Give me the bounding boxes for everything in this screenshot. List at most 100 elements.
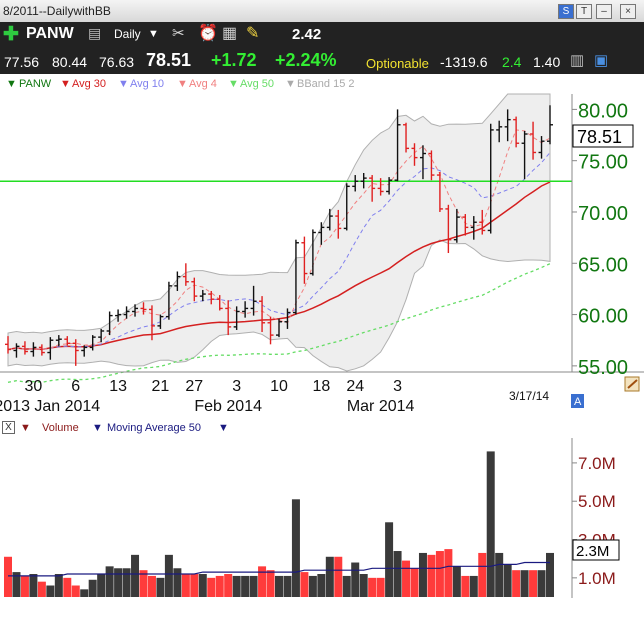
x-day-label: 13 [109,378,127,395]
quote-value-2: 2.4 [502,54,522,70]
add-icon[interactable]: ✚ [3,24,19,45]
volume-bar [164,554,173,597]
ohlc-bar [309,229,316,276]
x-month-label: Jan 2014 [34,398,100,415]
alarm-icon[interactable]: ⏰ [198,25,218,42]
volume-bar [385,522,394,597]
legend-avg4[interactable]: Avg 4 [189,78,217,90]
quote-bar: 77.56 80.44 76.63 78.51 +1.72 +2.24% Opt… [0,46,644,74]
volume-bar [291,499,300,597]
x-day-label: 10 [270,378,288,395]
volume-bar [37,581,46,597]
ohlc-bar [377,178,384,196]
x-day-label: 18 [312,378,330,395]
ohlc-bar [284,308,291,329]
legend-symbol-caret[interactable]: ▼ [6,78,17,90]
minimize-icon[interactable]: – [596,4,612,19]
legend-avg10[interactable]: Avg 10 [130,78,165,90]
ma-label[interactable]: Moving Average 50 [107,422,201,434]
volume-caret[interactable]: ▼ [20,422,31,434]
volume-bar [410,568,419,597]
legend-bband[interactable]: BBand 15 2 [297,78,355,90]
ohlc-bar [479,209,486,235]
ohlc-bar [123,306,130,319]
x-day-label: 27 [185,378,203,395]
calculator-icon[interactable]: ▦ [222,25,238,42]
print-icon[interactable]: ▤ [88,25,102,41]
interval-dropdown-icon[interactable]: ▼ [148,28,159,40]
price-change: +1.72 [211,50,257,70]
volume-bar [351,562,360,597]
close-panel-icon[interactable]: X [2,421,15,434]
link-icon[interactable]: S [558,4,574,19]
x-day-label: 21 [152,378,170,395]
template-icon[interactable]: T [576,4,592,19]
x-day-label: 24 [346,378,364,395]
volume-bar [300,572,309,597]
drawing-tools-icon[interactable]: ✂ [172,25,185,42]
legend-avg4-caret[interactable]: ▼ [177,78,188,90]
legend-avg50-caret[interactable]: ▼ [228,78,239,90]
volume-bar [241,575,250,597]
ma-dropdown-icon[interactable]: ▼ [218,422,229,434]
volume-bar [207,577,216,597]
volume-bar [520,570,529,597]
legend-symbol[interactable]: PANW [19,78,52,90]
volume-bar [198,574,207,597]
ohlc-bar [445,204,452,254]
legend-avg30[interactable]: Avg 30 [72,78,107,90]
last-price-axis-label: 78.51 [577,127,622,147]
legend-bband-caret[interactable]: ▼ [285,78,296,90]
ohlc-bar [403,122,410,153]
legend-avg10-caret[interactable]: ▼ [118,78,129,90]
volume-bar [4,556,12,597]
ohlc-bar [496,120,503,143]
ma-caret[interactable]: ▼ [92,422,103,434]
legend-avg50[interactable]: Avg 50 [240,78,275,90]
high-value: 80.44 [52,54,88,70]
ohlc-bar [547,105,553,145]
legend-avg30-caret[interactable]: ▼ [60,78,71,90]
save-icon[interactable]: ▣ [594,52,609,69]
edit-pencil-icon[interactable] [624,376,640,392]
ohlc-bar [38,344,45,356]
volume-bar [63,577,72,597]
volume-legend: X ▼ Volume ▼ Moving Average 50 ▼ [0,418,572,438]
y-tick-label: 80.00 [578,100,628,122]
volume-bar [283,575,292,597]
volume-bar [105,566,114,597]
ohlc-bar [21,341,28,355]
volume-bar [461,575,470,597]
interval-select[interactable]: Daily [114,27,141,41]
ohlc-bar [81,345,88,357]
volume-bar [88,579,97,597]
ohlc-bar [115,309,122,322]
ohlc-bar [538,136,545,159]
ohlc-bar [386,177,393,195]
volume-bar [215,575,224,597]
volume-bar [452,566,461,597]
ohlc-bar [369,175,376,202]
volume-bar [478,552,487,597]
volume-label[interactable]: Volume [42,422,79,434]
ohlc-bar [276,318,282,338]
volume-bar [334,556,343,597]
ohlc-bar [394,109,401,182]
ohlc-bar [267,316,274,345]
stack-icon[interactable]: ▥ [570,52,585,69]
quote-value-3: 1.40 [533,54,561,70]
notes-icon[interactable]: ✎ [246,25,260,42]
volume-chart[interactable]: 1.0M3.0M5.0M7.0M 2.3M [0,438,644,617]
volume-bar [258,566,267,597]
letter-buttons[interactable]: A L % F [574,396,633,408]
symbol-field[interactable]: PANW [26,25,74,42]
volume-bar [190,574,199,597]
close-icon[interactable]: × [620,4,636,19]
x-day-label: 3 [393,378,402,395]
a-letter-icon[interactable] [571,394,584,408]
chart-date-label: 3/17/14 [509,389,549,403]
volume-bar [20,575,29,597]
volume-bar [156,577,165,597]
volume-bar [131,554,140,597]
